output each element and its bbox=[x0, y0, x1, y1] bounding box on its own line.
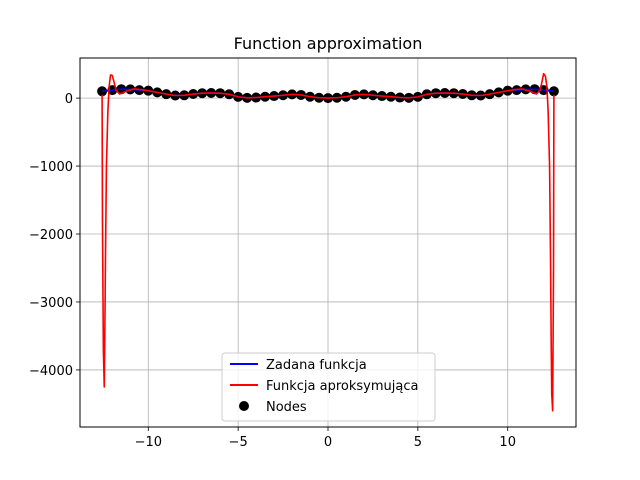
legend: Zadana funkcja Funkcja aproksymująca Nod… bbox=[221, 352, 436, 422]
plot-content bbox=[97, 72, 559, 412]
y-axis: 0 −1000 −2000 −3000 −4000 bbox=[29, 92, 80, 379]
x-axis: −10 −5 0 5 10 bbox=[135, 427, 516, 450]
x-tick-label: −10 bbox=[135, 435, 162, 450]
x-tick-label: 10 bbox=[499, 435, 516, 450]
legend-label-aproksymujaca: Funkcja aproksymująca bbox=[266, 379, 418, 394]
legend-box bbox=[221, 352, 436, 422]
legend-label-nodes: Nodes bbox=[266, 400, 307, 415]
y-tick-label: −1000 bbox=[29, 160, 73, 175]
x-tick-label: 0 bbox=[324, 435, 332, 450]
y-tick-label: −4000 bbox=[29, 364, 73, 379]
y-tick-label: −2000 bbox=[29, 228, 73, 243]
x-tick-label: −5 bbox=[229, 435, 248, 450]
legend-label-zadana: Zadana funkcja bbox=[266, 358, 367, 373]
y-tick-label: 0 bbox=[65, 92, 73, 107]
y-tick-label: −3000 bbox=[29, 296, 73, 311]
x-tick-label: 5 bbox=[414, 435, 422, 450]
legend-marker-nodes bbox=[239, 401, 249, 411]
series-line-funkcja-aproksymujaca bbox=[101, 72, 555, 412]
chart-title: Function approximation bbox=[234, 34, 423, 53]
